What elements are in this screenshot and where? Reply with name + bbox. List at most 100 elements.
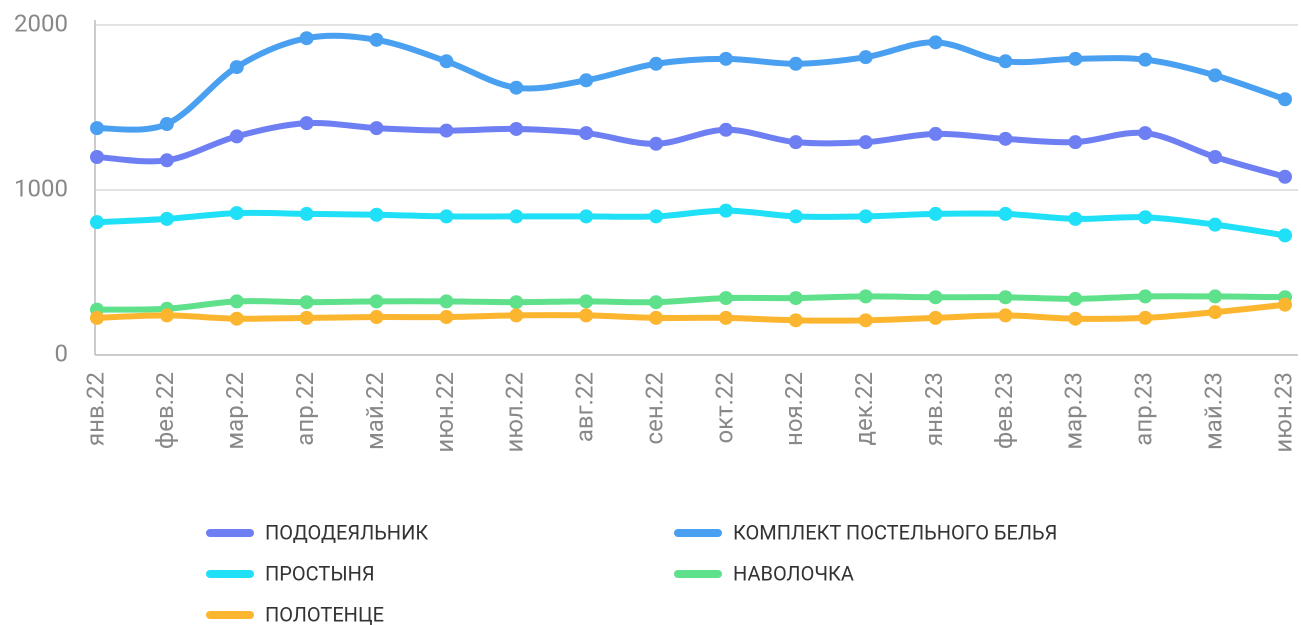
point bbox=[369, 294, 384, 309]
point bbox=[998, 131, 1013, 146]
point bbox=[858, 289, 873, 304]
point bbox=[229, 294, 244, 309]
point bbox=[649, 295, 664, 310]
point bbox=[509, 80, 524, 95]
point bbox=[788, 135, 803, 150]
point bbox=[299, 206, 314, 221]
x-tick-label: янв.22 bbox=[81, 372, 109, 446]
point bbox=[718, 203, 733, 218]
x-tick-label: фев.22 bbox=[151, 372, 179, 449]
point bbox=[1068, 51, 1083, 66]
point bbox=[1278, 297, 1292, 312]
point bbox=[229, 60, 244, 75]
point bbox=[858, 209, 873, 224]
point bbox=[998, 54, 1013, 69]
series-line bbox=[96, 207, 1286, 239]
x-tick-label: мар.22 bbox=[221, 372, 249, 450]
x-tick-label: июн.22 bbox=[431, 372, 459, 453]
point bbox=[90, 215, 104, 230]
point bbox=[369, 207, 384, 222]
point bbox=[1278, 169, 1292, 184]
series-line bbox=[96, 119, 1286, 180]
point bbox=[439, 123, 454, 138]
point bbox=[579, 209, 594, 224]
point bbox=[299, 295, 314, 310]
point bbox=[788, 56, 803, 71]
point bbox=[439, 310, 454, 325]
point bbox=[1208, 289, 1223, 304]
point bbox=[159, 153, 174, 168]
point bbox=[579, 308, 594, 323]
point bbox=[788, 209, 803, 224]
point bbox=[1208, 68, 1223, 83]
x-tick-label: апр.22 bbox=[291, 372, 319, 446]
point bbox=[1068, 291, 1083, 306]
point bbox=[90, 150, 104, 164]
point bbox=[649, 136, 664, 151]
x-tick-label: сен.22 bbox=[640, 372, 668, 444]
point bbox=[159, 211, 174, 226]
x-tick-label: май.22 bbox=[361, 372, 389, 450]
point bbox=[928, 35, 943, 50]
point bbox=[439, 209, 454, 224]
legend-label: ПОЛОТЕНЦЕ bbox=[265, 602, 384, 625]
series-line bbox=[96, 293, 1286, 313]
point bbox=[718, 122, 733, 137]
point bbox=[1138, 210, 1153, 225]
x-tick-label: авг.22 bbox=[571, 372, 599, 442]
point bbox=[369, 121, 384, 136]
point bbox=[299, 116, 314, 131]
point bbox=[998, 290, 1013, 305]
point bbox=[998, 206, 1013, 221]
point bbox=[509, 121, 524, 136]
legend-label: ПРОСТЫНЯ bbox=[265, 561, 375, 585]
point bbox=[579, 294, 594, 309]
point bbox=[858, 313, 873, 328]
point bbox=[718, 291, 733, 306]
point bbox=[1068, 135, 1083, 150]
point bbox=[858, 50, 873, 65]
point bbox=[1138, 126, 1153, 141]
point bbox=[579, 126, 594, 141]
point bbox=[1278, 92, 1292, 107]
point bbox=[299, 31, 314, 46]
point bbox=[649, 56, 664, 71]
x-tick-label: июл.22 bbox=[501, 372, 529, 452]
point bbox=[788, 291, 803, 306]
point bbox=[369, 32, 384, 47]
y-tick-label: 0 bbox=[55, 339, 69, 367]
point bbox=[928, 206, 943, 221]
series-line bbox=[96, 301, 1286, 324]
point bbox=[1068, 211, 1083, 226]
x-tick-label: июн.23 bbox=[1269, 372, 1297, 453]
point bbox=[1068, 311, 1083, 326]
point bbox=[159, 117, 174, 131]
point bbox=[229, 311, 244, 326]
point bbox=[439, 294, 454, 309]
point bbox=[858, 135, 873, 150]
series-line bbox=[96, 32, 1286, 133]
x-tick-label: дек.22 bbox=[850, 372, 878, 446]
point bbox=[509, 308, 524, 323]
point bbox=[788, 313, 803, 328]
point bbox=[649, 209, 664, 224]
point bbox=[928, 310, 943, 325]
point bbox=[928, 126, 943, 141]
x-tick-label: мар.23 bbox=[1060, 372, 1088, 450]
y-tick-label: 2000 bbox=[14, 9, 68, 37]
x-tick-label: апр.23 bbox=[1130, 372, 1158, 446]
point bbox=[90, 121, 104, 136]
point bbox=[1138, 52, 1153, 67]
point bbox=[90, 310, 104, 325]
x-tick-label: окт.22 bbox=[710, 372, 738, 444]
point bbox=[649, 310, 664, 325]
x-tick-label: фев.23 bbox=[990, 372, 1018, 449]
point bbox=[1208, 305, 1223, 320]
point bbox=[509, 295, 524, 310]
legend-label: ПОДОДЕЯЛЬНИК bbox=[265, 520, 428, 544]
point bbox=[439, 54, 454, 69]
legend-label: КОМПЛЕКТ ПОСТЕЛЬНОГО БЕЛЬЯ bbox=[733, 520, 1057, 544]
point bbox=[1138, 289, 1153, 304]
point bbox=[229, 129, 244, 144]
